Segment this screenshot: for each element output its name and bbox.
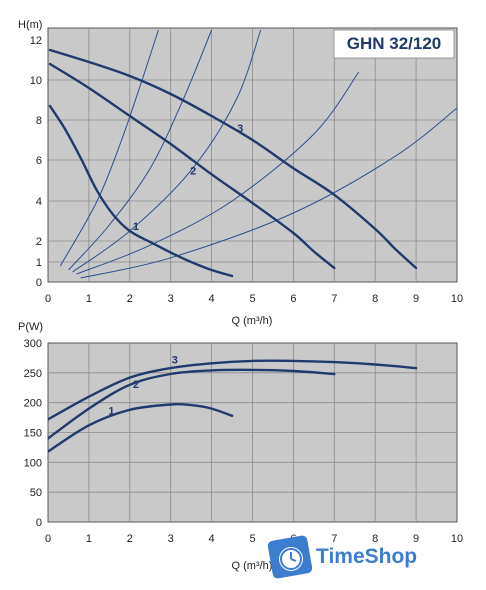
series-line-3 xyxy=(48,48,418,270)
series-label-1: 1 xyxy=(108,406,114,418)
series-line-1 xyxy=(48,402,234,453)
x-tick-label: 9 xyxy=(413,293,419,305)
y-tick-label: 6 xyxy=(36,155,42,167)
system-curve xyxy=(80,107,457,279)
x-tick-label: 9 xyxy=(413,533,419,545)
y-tick-label: 250 xyxy=(24,368,42,380)
y-tick-label: 8 xyxy=(36,115,42,127)
y-tick-label: 4 xyxy=(36,196,42,208)
x-tick-label: 8 xyxy=(372,293,378,305)
x-tick-label: 5 xyxy=(249,293,255,305)
series-label-3: 3 xyxy=(237,123,243,135)
y-axis-label: P(W) xyxy=(18,321,43,333)
x-tick-label: 4 xyxy=(209,533,215,545)
x-tick-label: 8 xyxy=(372,533,378,545)
x-tick-label: 0 xyxy=(45,293,51,305)
y-tick-label: 200 xyxy=(24,398,42,410)
power-chart: 012345678910050100150200250300P(W)Q (m³/… xyxy=(18,321,463,572)
x-tick-label: 7 xyxy=(331,533,337,545)
y-tick-label: 100 xyxy=(24,457,42,469)
series-line-3 xyxy=(48,359,418,421)
x-tick-label: 3 xyxy=(168,533,174,545)
x-tick-label: 2 xyxy=(127,533,133,545)
x-tick-label: 0 xyxy=(45,533,51,545)
x-tick-label: 3 xyxy=(168,293,174,305)
y-tick-label: 50 xyxy=(30,487,42,499)
y-tick-label: 150 xyxy=(24,428,42,440)
x-tick-label: 5 xyxy=(249,533,255,545)
y-tick-label: 0 xyxy=(36,517,42,529)
x-tick-label: 7 xyxy=(331,293,337,305)
system-curve xyxy=(72,29,262,273)
series-label-1: 1 xyxy=(133,221,139,233)
x-tick-label: 6 xyxy=(290,293,296,305)
y-tick-label: 1 xyxy=(36,257,42,269)
y-tick-label: 12 xyxy=(30,35,42,47)
series-line-2 xyxy=(48,62,336,270)
x-tick-label: 1 xyxy=(86,533,92,545)
y-tick-label: 0 xyxy=(36,277,42,289)
x-tick-label: 4 xyxy=(209,293,215,305)
chart-title: GHN 32/120 xyxy=(347,34,442,53)
series-line-1 xyxy=(48,104,234,278)
watermark: TimeShop xyxy=(267,535,417,579)
clock-tag-icon xyxy=(267,535,313,579)
watermark-text: TimeShop xyxy=(316,545,417,568)
x-tick-label: 10 xyxy=(451,293,463,305)
x-tick-label: 2 xyxy=(127,293,133,305)
y-axis-label: H(m) xyxy=(18,19,42,31)
y-tick-label: 300 xyxy=(24,338,42,350)
x-tick-label: 10 xyxy=(451,533,463,545)
series-label-3: 3 xyxy=(172,354,178,366)
x-tick-label: 1 xyxy=(86,293,92,305)
x-axis-label: Q (m³/h) xyxy=(232,315,273,327)
title-box xyxy=(333,29,455,59)
system-curve xyxy=(76,71,360,275)
series-line-2 xyxy=(48,368,336,440)
y-tick-label: 10 xyxy=(30,75,42,87)
x-axis-label: Q (m³/h) xyxy=(232,560,273,572)
series-label-2: 2 xyxy=(190,165,196,177)
series-label-2: 2 xyxy=(133,379,139,391)
system-curve xyxy=(68,29,213,271)
system-curve xyxy=(59,29,159,267)
y-tick-label: 2 xyxy=(36,236,42,248)
